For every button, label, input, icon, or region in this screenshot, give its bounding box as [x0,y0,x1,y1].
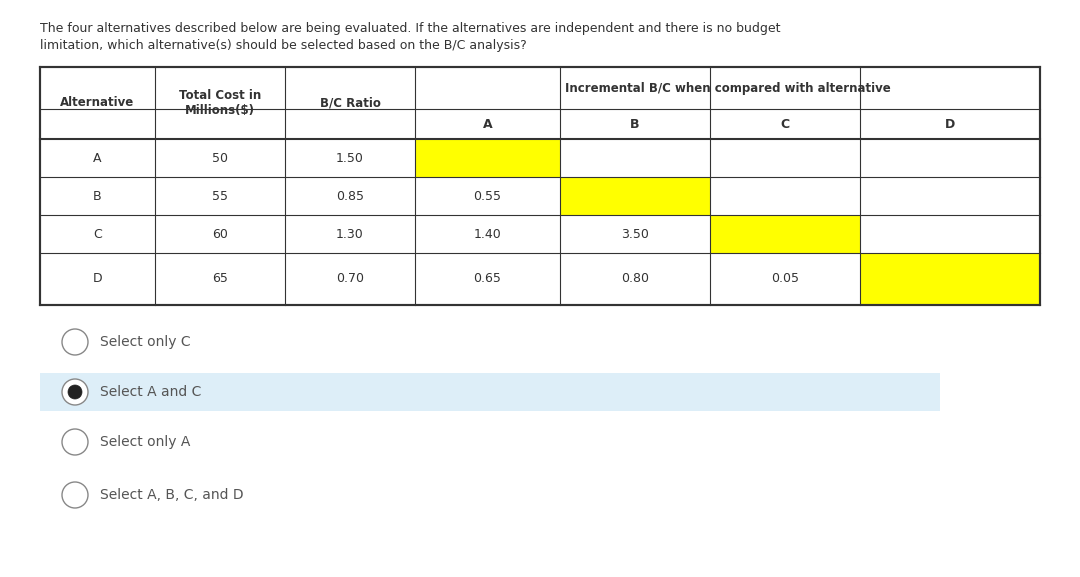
Circle shape [68,385,82,399]
Text: C: C [781,118,789,130]
Text: 1.50: 1.50 [336,152,364,164]
Circle shape [62,482,87,508]
Text: 0.55: 0.55 [473,189,501,203]
Text: Select A and C: Select A and C [100,385,201,399]
Text: C: C [93,227,102,241]
Text: 65: 65 [212,272,228,286]
Bar [40,373,940,411]
Bar [415,139,561,177]
Text: 0.05: 0.05 [771,272,799,286]
Text: The four alternatives described below are being evaluated. If the alternatives a: The four alternatives described below ar… [40,22,781,35]
Text: D: D [93,272,103,286]
Circle shape [62,379,87,405]
Text: 0.70: 0.70 [336,272,364,286]
Circle shape [62,329,87,355]
Bar [860,253,1040,305]
Text: 60: 60 [212,227,228,241]
Text: D: D [945,118,955,130]
Text: 55: 55 [212,189,228,203]
Text: 3.50: 3.50 [621,227,649,241]
Text: A: A [93,152,102,164]
Bar [710,215,860,253]
Text: Select only C: Select only C [100,335,191,349]
Text: 0.65: 0.65 [473,272,501,286]
Text: 1.30: 1.30 [336,227,364,241]
Text: A: A [483,118,492,130]
Text: Select only A: Select only A [100,435,190,449]
Text: Total Cost in
Millions($): Total Cost in Millions($) [179,89,261,117]
Circle shape [62,429,87,455]
Text: limitation, which alternative(s) should be selected based on the B/C analysis?: limitation, which alternative(s) should … [40,39,527,52]
Text: 0.85: 0.85 [336,189,364,203]
Bar [40,67,1040,305]
Bar [561,177,710,215]
Text: Alternative: Alternative [60,96,135,110]
Text: 0.80: 0.80 [621,272,649,286]
Text: 1.40: 1.40 [474,227,501,241]
Text: B: B [93,189,102,203]
Text: B/C Ratio: B/C Ratio [320,96,380,110]
Text: 50: 50 [212,152,228,164]
Text: B: B [631,118,639,130]
Text: Incremental B/C when compared with alternative: Incremental B/C when compared with alter… [565,81,890,95]
Text: Select A, B, C, and D: Select A, B, C, and D [100,488,244,502]
